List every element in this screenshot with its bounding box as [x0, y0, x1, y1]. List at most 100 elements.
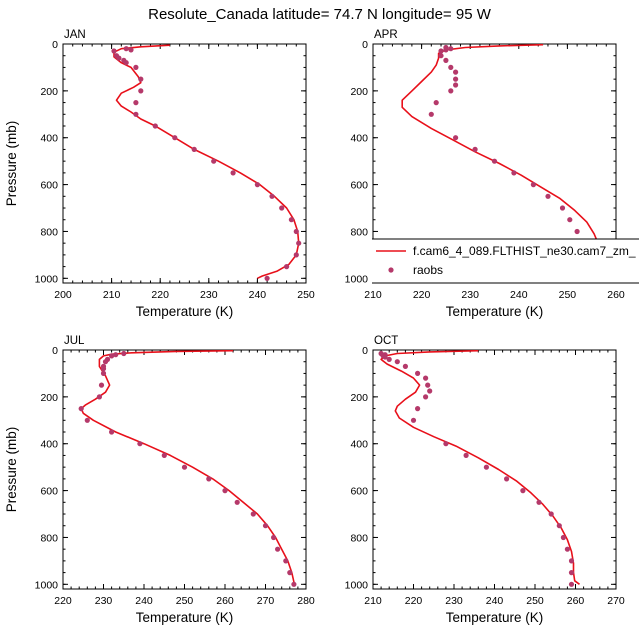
- x-tick-label: 220: [151, 289, 169, 301]
- raobs-point: [423, 394, 429, 400]
- raobs-point: [133, 64, 139, 70]
- legend-background: [372, 239, 639, 283]
- raobs-point: [138, 76, 144, 82]
- x-tick-label: 230: [95, 595, 113, 607]
- legend: f.cam6_4_089.FLTHIST_ne30.cam7_zm_raobs: [372, 238, 639, 284]
- x-tick-label: 230: [200, 289, 218, 301]
- raobs-point: [123, 46, 129, 52]
- raobs-point: [116, 55, 122, 61]
- raobs-point: [443, 57, 449, 64]
- raobs-point: [264, 275, 270, 281]
- raobs-point: [491, 158, 498, 164]
- raobs-point: [96, 394, 102, 400]
- x-tick-label: 240: [249, 289, 267, 301]
- raobs-point: [463, 452, 469, 458]
- x-tick-label: 250: [526, 595, 544, 607]
- raobs-point: [250, 511, 256, 517]
- raobs-point: [113, 352, 119, 358]
- raobs-point: [567, 217, 573, 223]
- x-axis-label: Temperature (K): [136, 610, 234, 625]
- raobs-point: [100, 366, 107, 372]
- raobs-point: [382, 354, 388, 360]
- raobs-point: [568, 581, 575, 587]
- x-tick-label: 220: [413, 289, 431, 301]
- raobs-point: [287, 570, 293, 576]
- y-tick-label: 600: [350, 486, 368, 498]
- raobs-point: [548, 511, 554, 517]
- y-tick-label: 400: [350, 133, 368, 145]
- raobs-point: [109, 353, 115, 359]
- raobs-point: [152, 123, 158, 129]
- x-tick-label: 240: [510, 289, 528, 301]
- y-tick-label: 200: [40, 86, 58, 98]
- x-axis-label: Temperature (K): [446, 304, 544, 319]
- raobs-point: [560, 534, 567, 541]
- y-tick-label: 800: [40, 532, 58, 544]
- raobs-point: [271, 534, 277, 541]
- raobs-point: [279, 205, 285, 211]
- raobs-point: [181, 464, 188, 470]
- raobs-point: [284, 264, 290, 270]
- raobs-point: [427, 388, 433, 394]
- raobs-point: [568, 570, 575, 576]
- x-tick-label: 260: [607, 289, 625, 301]
- raobs-point: [438, 48, 444, 54]
- x-tick-label: 210: [364, 595, 382, 607]
- raobs-point: [453, 69, 459, 75]
- chart-panel-apr: 210 220 230 240 250 260 0 200 400 600 800 1000 APR Te…: [345, 29, 639, 319]
- raobs-point: [109, 429, 115, 435]
- raobs-point: [275, 546, 281, 552]
- data-layer: [378, 350, 580, 587]
- raobs-point: [123, 60, 129, 66]
- raobs-point: [386, 356, 392, 362]
- x-axis-label: Temperature (K): [136, 304, 234, 319]
- y-tick-label: 600: [350, 180, 368, 192]
- raobs-point: [453, 135, 459, 141]
- raobs-point: [410, 417, 417, 423]
- raobs-point: [137, 441, 143, 447]
- panel-title: APR: [374, 29, 398, 41]
- raobs-point: [536, 499, 542, 505]
- raobs-point: [98, 382, 105, 388]
- raobs-point: [283, 558, 289, 564]
- x-tick-label: 210: [364, 289, 382, 301]
- model-profile-line: [80, 350, 296, 585]
- data-layer: [78, 350, 297, 587]
- raobs-point: [453, 76, 459, 82]
- raobs-point: [291, 581, 297, 587]
- y-tick-label: 200: [350, 86, 368, 98]
- data-layer: [111, 44, 302, 281]
- legend-obs-swatch: [388, 267, 394, 273]
- raobs-point: [443, 441, 449, 447]
- plot-frame: [372, 349, 617, 590]
- raobs-point: [428, 111, 434, 117]
- x-tick-label: 280: [297, 595, 315, 607]
- raobs-point: [78, 406, 84, 412]
- raobs-point: [222, 488, 228, 494]
- y-tick-label: 200: [40, 392, 58, 404]
- figure-title: Resolute_Canada latitude= 74.7 N longitu…: [148, 6, 492, 23]
- x-tick-label: 240: [135, 595, 153, 607]
- raobs-point: [293, 252, 299, 258]
- chart-panel-jul: 220 230 240 250 260 270 280 0 200 400 600 800 1000 JU…: [4, 335, 315, 625]
- x-tick-label: 230: [445, 595, 463, 607]
- y-axis-label: Pressure (mb): [4, 427, 19, 513]
- x-tick-label: 260: [567, 595, 585, 607]
- y-tick-label: 800: [40, 226, 58, 238]
- raobs-point: [448, 88, 454, 94]
- panel-title: JUL: [64, 335, 85, 347]
- raobs-point: [402, 363, 408, 369]
- raobs-point: [423, 375, 429, 381]
- x-tick-label: 220: [405, 595, 423, 607]
- raobs-point: [504, 476, 510, 482]
- x-tick-label: 210: [103, 289, 121, 301]
- raobs-point: [443, 47, 449, 53]
- raobs-point: [121, 350, 127, 357]
- raobs-point: [483, 464, 489, 470]
- raobs-point: [453, 82, 459, 88]
- raobs-point: [288, 217, 294, 223]
- chart-panel-oct: 210 220 230 240 250 260 270 0 200 400 600 800 1000 OC…: [345, 335, 625, 625]
- raobs-point: [448, 46, 454, 52]
- raobs-point: [128, 47, 134, 53]
- legend-obs-label: raobs: [413, 263, 443, 277]
